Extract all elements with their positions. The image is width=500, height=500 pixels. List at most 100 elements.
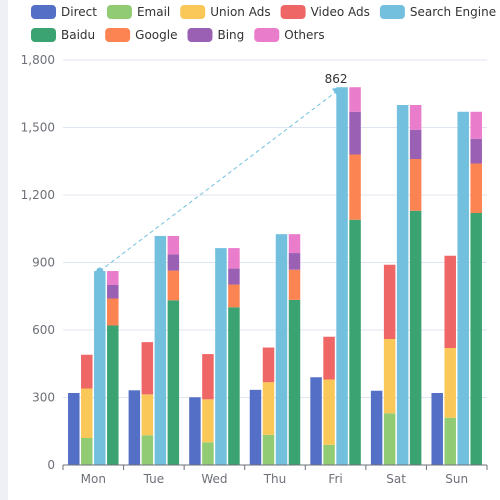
annotation-label: 862	[325, 72, 348, 86]
bar-email-thu[interactable]	[262, 434, 275, 465]
bar-direct-tue[interactable]	[128, 390, 141, 465]
bar-baidu-sat[interactable]	[409, 210, 422, 465]
bar-union-ads-tue[interactable]	[141, 394, 154, 436]
bar-video-ads-sat[interactable]	[383, 264, 396, 339]
bar-video-ads-thu[interactable]	[262, 347, 275, 383]
x-tick-label: Mon	[81, 472, 106, 486]
legend-swatch	[105, 28, 131, 42]
bar-video-ads-fri[interactable]	[323, 336, 335, 380]
bar-email-sat[interactable]	[383, 413, 396, 465]
x-tick-label: Fri	[328, 472, 342, 486]
bar-search-engine-sun[interactable]	[457, 111, 469, 465]
legend-item-baidu[interactable]: Baidu	[31, 28, 95, 42]
legend-item-google[interactable]: Google	[105, 28, 177, 42]
bar-others-sun[interactable]	[470, 111, 482, 139]
bar-google-wed[interactable]	[228, 284, 240, 308]
legend[interactable]: Direct Email Union Ads Video Ads Search Engi…	[31, 5, 496, 42]
bar-bing-sat[interactable]	[409, 129, 422, 159]
bar-union-ads-sat[interactable]	[383, 339, 396, 414]
bar-union-ads-fri[interactable]	[323, 379, 335, 445]
bar-google-tue[interactable]	[167, 270, 180, 301]
bar-others-wed[interactable]	[228, 248, 240, 269]
bar-baidu-sun[interactable]	[470, 213, 482, 465]
bar-union-ads-thu[interactable]	[262, 382, 275, 435]
bar-google-fri[interactable]	[349, 154, 361, 220]
legend-label: Direct	[61, 5, 97, 19]
bar-video-ads-tue[interactable]	[141, 342, 154, 395]
bar-google-sun[interactable]	[470, 163, 482, 214]
bar-direct-sat[interactable]	[370, 390, 383, 465]
annotation-arrow-line	[99, 86, 343, 272]
bar-others-fri[interactable]	[349, 87, 361, 112]
bar-email-fri[interactable]	[323, 444, 335, 465]
legend-swatch	[31, 5, 56, 19]
legend-item-video-ads[interactable]: Video Ads	[280, 5, 370, 19]
bar-direct-sun[interactable]	[431, 393, 443, 465]
bar-search-engine-thu[interactable]	[275, 234, 288, 465]
bar-email-mon[interactable]	[81, 438, 93, 465]
bar-bing-sun[interactable]	[470, 138, 482, 164]
bar-search-engine-mon[interactable]	[94, 271, 106, 465]
legend-swatch	[106, 5, 132, 19]
stacked-bar-chart: Direct Email Union Ads Video Ads Search Engi…	[21, 5, 496, 486]
bar-search-engine-wed[interactable]	[215, 248, 227, 465]
bar-direct-fri[interactable]	[310, 377, 322, 465]
legend-label: Video Ads	[311, 5, 370, 19]
bar-others-thu[interactable]	[288, 234, 301, 254]
bar-others-tue[interactable]	[167, 235, 180, 255]
bar-email-wed[interactable]	[202, 442, 214, 465]
bar-union-ads-mon[interactable]	[81, 388, 93, 439]
legend-swatch	[187, 28, 213, 42]
x-tick-label: Sat	[386, 472, 406, 486]
bar-email-sun[interactable]	[444, 417, 456, 465]
bar-email-tue[interactable]	[141, 435, 154, 465]
legend-item-union-ads[interactable]: Union Ads	[180, 5, 271, 19]
bar-bing-fri[interactable]	[349, 111, 361, 155]
bar-others-sat[interactable]	[409, 105, 422, 130]
legend-item-bing[interactable]: Bing	[187, 28, 244, 42]
bar-video-ads-wed[interactable]	[202, 354, 214, 400]
legend-item-direct[interactable]: Direct	[31, 5, 97, 19]
bar-baidu-fri[interactable]	[349, 219, 361, 465]
bar-bing-wed[interactable]	[228, 268, 240, 285]
bar-others-mon[interactable]	[107, 271, 119, 285]
legend-item-email[interactable]: Email	[106, 5, 170, 19]
bar-union-ads-wed[interactable]	[202, 399, 214, 443]
bar-baidu-thu[interactable]	[288, 299, 301, 465]
bar-bing-tue[interactable]	[167, 254, 180, 271]
annotation-arrow-start	[96, 267, 104, 275]
bar-direct-thu[interactable]	[249, 389, 262, 465]
bar-union-ads-sun[interactable]	[444, 348, 456, 418]
chart-container: Direct Email Union Ads Video Ads Search Engi…	[8, 0, 500, 500]
legend-label: Email	[137, 5, 170, 19]
bar-bing-thu[interactable]	[288, 253, 301, 270]
bar-baidu-mon[interactable]	[107, 325, 119, 466]
bar-google-thu[interactable]	[288, 269, 301, 300]
bar-video-ads-mon[interactable]	[81, 354, 93, 389]
x-tick-label: Tue	[143, 472, 165, 486]
legend-item-search-engine[interactable]: Search Engine	[379, 5, 496, 19]
bar-search-engine-fri[interactable]	[336, 87, 348, 465]
gridlines	[63, 59, 487, 398]
bar-search-engine-tue[interactable]	[154, 235, 167, 465]
annotation-arrow-head	[331, 87, 343, 97]
bars[interactable]	[68, 87, 482, 465]
bar-google-mon[interactable]	[107, 298, 119, 326]
bar-direct-wed[interactable]	[189, 397, 201, 465]
legend-label: Bing	[217, 28, 244, 42]
x-tick-label: Wed	[201, 472, 227, 486]
legend-swatch	[180, 5, 206, 19]
bar-google-sat[interactable]	[409, 159, 422, 211]
x-tick-label: Sun	[445, 472, 468, 486]
y-tick-label: 1,500	[21, 121, 55, 135]
y-tick-label: 300	[32, 391, 55, 405]
bar-bing-mon[interactable]	[107, 285, 119, 299]
bar-baidu-tue[interactable]	[167, 300, 180, 465]
bar-direct-mon[interactable]	[68, 393, 80, 465]
bar-search-engine-sat[interactable]	[396, 105, 409, 465]
bar-baidu-wed[interactable]	[228, 307, 240, 465]
legend-item-others[interactable]: Others	[254, 28, 325, 42]
legend-swatch	[254, 28, 280, 42]
bar-video-ads-sun[interactable]	[444, 255, 456, 348]
y-tick-label: 900	[32, 256, 55, 270]
